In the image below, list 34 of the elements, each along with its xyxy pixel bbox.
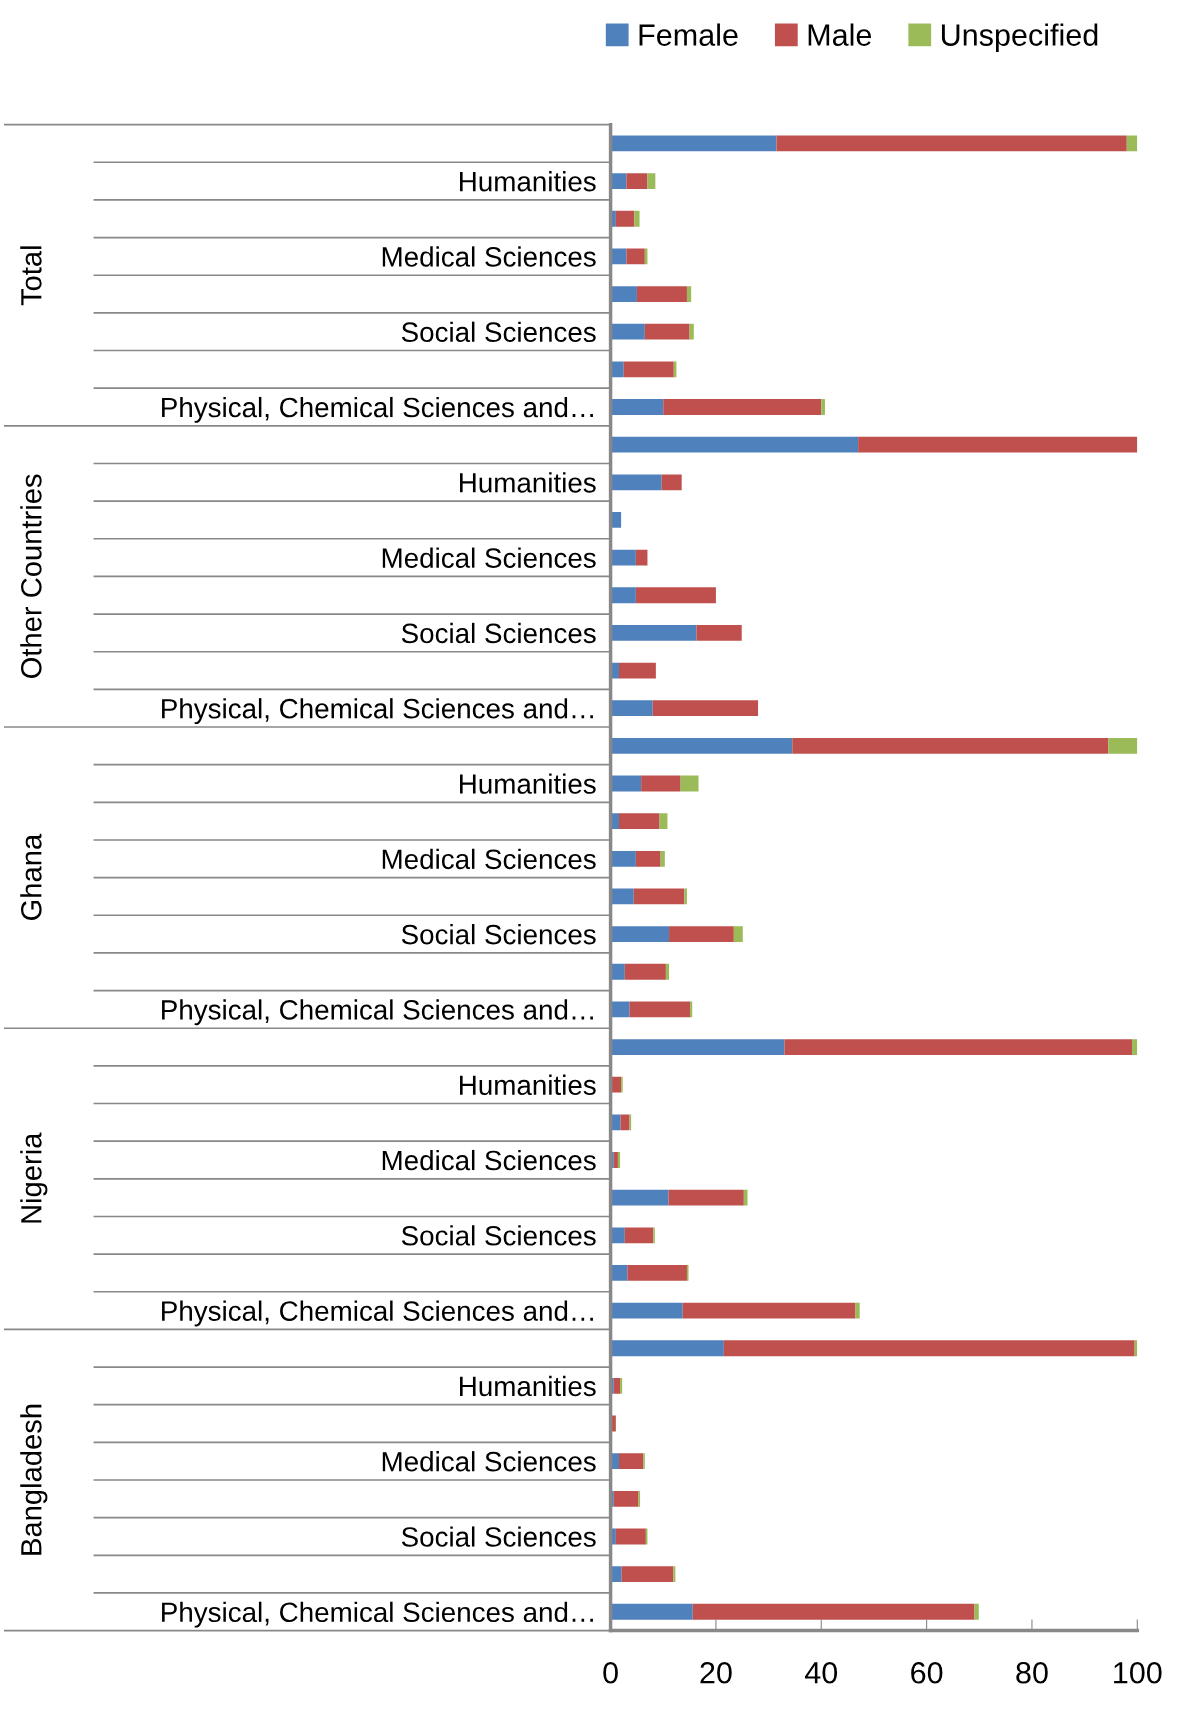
text: Ghana bbox=[20, 833, 42, 920]
y-tick-label: Physical, Chemical Sciences and… bbox=[162, 1601, 593, 1628]
y-tick-label: Physical, Chemical Sciences and… bbox=[162, 698, 593, 725]
y-tick-label: Humanities bbox=[460, 472, 596, 493]
y-tick-label: Physical, Chemical Sciences and… bbox=[162, 396, 593, 423]
y-tick-label: Medical Sciences bbox=[382, 547, 596, 568]
x-tick-label: 100 bbox=[1114, 1661, 1162, 1684]
y-tick-label: Medical Sciences bbox=[382, 1149, 596, 1171]
text: Other Countries bbox=[20, 474, 42, 678]
y-tick-label: Humanities bbox=[460, 1074, 596, 1096]
y-tick-label: Humanities bbox=[460, 773, 596, 794]
y-tick-label: Social Sciences bbox=[401, 321, 596, 343]
y-tick-label: Physical, Chemical Sciences and… bbox=[162, 1300, 593, 1327]
y-tick-label: Social Sciences bbox=[401, 924, 596, 945]
text: Total bbox=[20, 246, 42, 306]
y-tick-label: Medical Sciences bbox=[382, 848, 596, 870]
x-tick-label: 80 bbox=[1016, 1661, 1048, 1684]
y-tick-label: Social Sciences bbox=[401, 622, 596, 644]
x-tick-label: 40 bbox=[804, 1661, 838, 1684]
legend-label: Male bbox=[808, 23, 872, 46]
legend-label: Unspecified bbox=[941, 23, 1098, 52]
y-tick-label: Social Sciences bbox=[401, 1225, 596, 1246]
y-tick-label: Social Sciences bbox=[401, 1526, 596, 1547]
text: Bangladesh bbox=[20, 1404, 48, 1555]
text: Nigeria bbox=[20, 1132, 48, 1223]
y-tick-label: Humanities bbox=[460, 1375, 596, 1397]
x-tick-label: 0 bbox=[603, 1661, 618, 1684]
y-tick-label: Humanities bbox=[460, 171, 596, 192]
x-tick-label: 60 bbox=[911, 1661, 943, 1684]
y-tick-label: Medical Sciences bbox=[382, 246, 596, 267]
y-tick-label: Physical, Chemical Sciences and… bbox=[162, 999, 593, 1026]
x-tick-label: 20 bbox=[700, 1661, 732, 1684]
y-tick-label: Medical Sciences bbox=[382, 1451, 596, 1472]
legend-label: Female bbox=[639, 23, 738, 46]
